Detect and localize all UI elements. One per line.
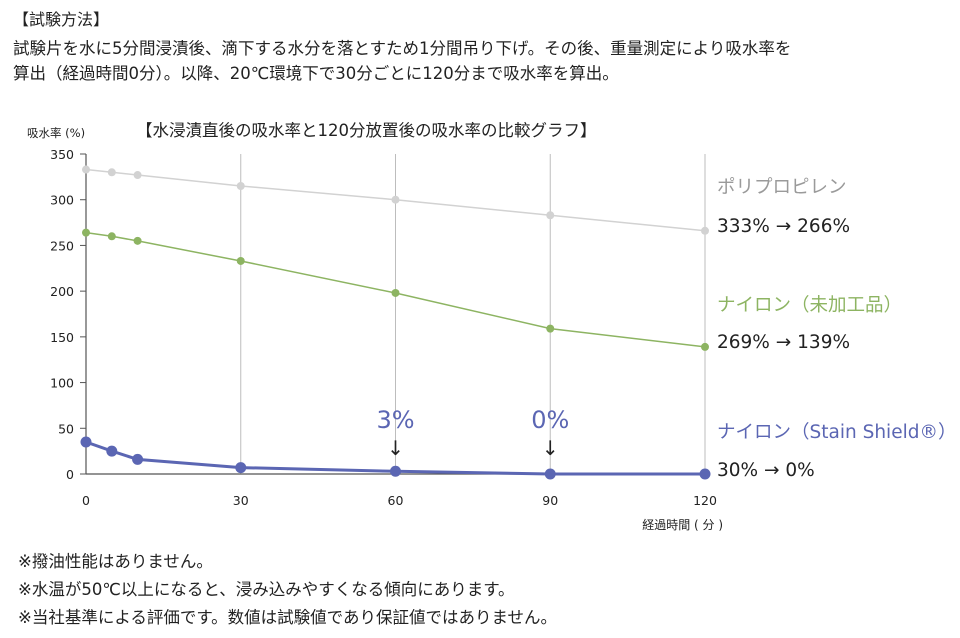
y-axis-label: 吸水率 (%) (27, 126, 85, 140)
y-tick-label-100: 100 (50, 376, 74, 391)
annotation-arrow-1: ↓ (542, 436, 559, 460)
series-2-point-6 (699, 468, 711, 480)
series-2-point-4 (390, 465, 401, 477)
x-tick-label-120: 120 (693, 493, 717, 508)
series-2-point-0 (80, 436, 92, 448)
method-description: 試験片を水に5分間浸漬後、滴下する水分を落とすため1分間吊り下げ。その後、重量測… (13, 36, 948, 86)
note-3: ※当社基準による評価です。数値は試験値であり保証値ではありません。 (18, 608, 558, 627)
series-0-point-0 (82, 165, 90, 174)
series-1-point-3 (236, 256, 245, 265)
x-tick-label-0: 0 (82, 493, 90, 508)
method-line-2: 算出（経過時間0分）。以降、20℃環境下で30分ごとに120分まで吸水率を算出。 (13, 64, 619, 83)
series-1-point-0 (82, 228, 90, 237)
series-0-point-2 (133, 171, 142, 180)
y-tick-label-200: 200 (50, 284, 74, 299)
series-2-point-3 (235, 462, 247, 474)
series-2-point-1 (106, 445, 118, 457)
series-summary-label-0: 333% → 266% (717, 216, 850, 237)
series-1-point-6 (701, 342, 709, 351)
series-1-point-4 (391, 288, 400, 297)
note-1: ※撥油性能はありません。 (18, 552, 213, 571)
series-1-point-2 (133, 236, 142, 245)
series-0-point-6 (701, 226, 709, 235)
series-1-point-1 (107, 232, 116, 241)
y-tick-label-150: 150 (50, 330, 74, 345)
notes: ※撥油性能はありません。 ※水温が50℃以上になると、浸み込みやすくなる傾向にあ… (18, 548, 557, 632)
y-tick-label-250: 250 (50, 238, 74, 253)
series-0-point-3 (236, 182, 245, 190)
note-2: ※水温が50℃以上になると、浸み込みやすくなる傾向にあります。 (18, 580, 515, 599)
y-tick-label-300: 300 (50, 193, 74, 208)
annotation-label-0: 3% (376, 406, 414, 434)
method-heading: 【試験方法】 (13, 10, 110, 29)
series-name-label-2: ナイロン（Stain Shield®） (717, 422, 956, 443)
y-tick-label-350: 350 (50, 147, 74, 162)
series-0-point-4 (391, 195, 400, 204)
series-0-point-5 (546, 211, 555, 220)
series-1-point-5 (546, 324, 555, 333)
x-tick-label-60: 60 (388, 493, 404, 508)
annotation-label-1: 0% (531, 406, 569, 434)
series-summary-label-2: 30% → 0% (717, 460, 815, 481)
y-tick-label-50: 50 (58, 421, 74, 436)
series-summary-label-1: 269% → 139% (717, 332, 850, 353)
method-line-1: 試験片を水に5分間浸漬後、滴下する水分を落とすため1分間吊り下げ。その後、重量測… (13, 39, 792, 58)
x-axis-label: 経過時間 ( 分 ) (642, 518, 723, 532)
series-0-point-1 (107, 168, 116, 177)
annotation-arrow-0: ↓ (387, 436, 404, 460)
series-name-label-1: ナイロン（未加工品） (717, 295, 902, 316)
x-tick-label-30: 30 (233, 493, 249, 508)
series-2-point-2 (132, 453, 144, 465)
series-2-point-5 (544, 468, 556, 480)
y-tick-label-0: 0 (66, 467, 74, 482)
chart-title: 【水浸漬直後の吸水率と120分放置後の吸水率の比較グラフ】 (136, 121, 597, 140)
series-name-label-0: ポリプロピレン (717, 177, 847, 198)
x-tick-label-90: 90 (542, 493, 558, 508)
